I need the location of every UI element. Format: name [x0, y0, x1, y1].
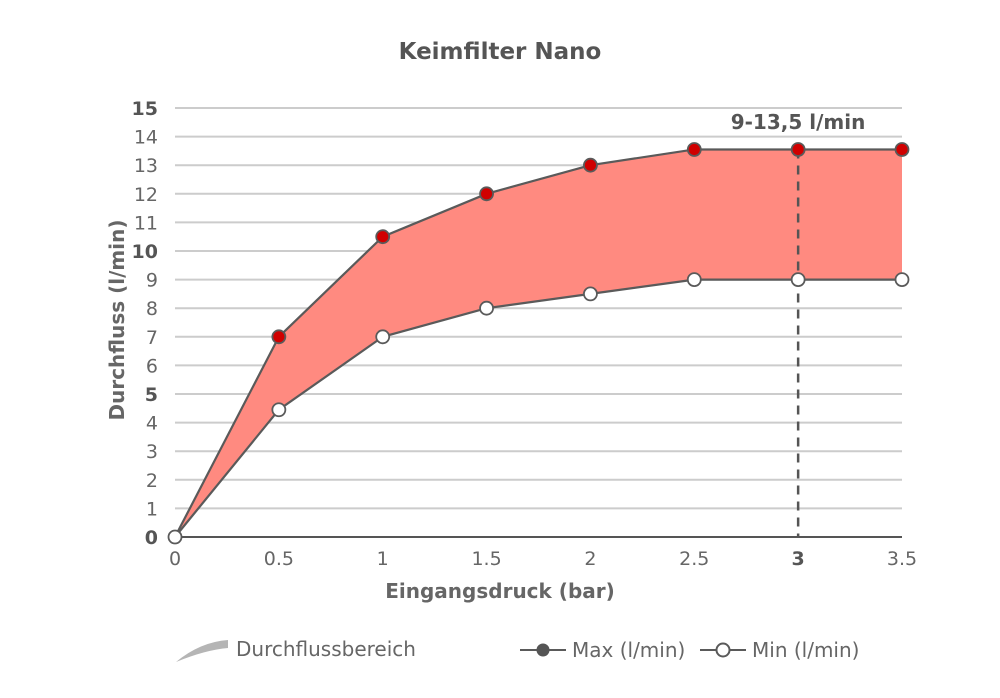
annotation-label: 9-13,5 l/min: [731, 110, 866, 134]
legend-band-swatch: [176, 640, 228, 662]
series-lines: [174, 148, 902, 538]
y-tick-label: 4: [146, 413, 158, 435]
min-point: [167, 529, 183, 545]
x-tick-label: 1: [377, 548, 389, 570]
legend-band-label: Durchflussbereich: [236, 637, 416, 661]
y-axis-label: Durchfluss (l/min): [105, 219, 129, 420]
min-series-line: [174, 278, 902, 538]
x-tick-label: 1.5: [471, 548, 501, 570]
x-tick-label: 0.5: [264, 548, 294, 570]
min-point: [479, 300, 494, 316]
x-tick-label: 2: [584, 548, 596, 570]
y-tick-label: 9: [146, 270, 158, 292]
y-tick-label: 1: [146, 498, 158, 520]
max-point: [375, 229, 391, 245]
y-tick-label: 14: [134, 127, 158, 149]
legend-min-marker: [715, 642, 731, 658]
y-tick-label: 3: [146, 441, 158, 463]
x-tick-label: 3.5: [887, 548, 917, 570]
min-point: [271, 402, 287, 418]
min-point: [686, 272, 702, 288]
max-point: [583, 157, 598, 173]
y-tick-label: 11: [134, 212, 158, 234]
min-point: [375, 329, 391, 345]
y-tick-label: 7: [146, 327, 158, 349]
y-tick-label: 10: [132, 241, 158, 263]
x-tick-labels: 0 0.5 1 1.5 2 2.5 3 3.5: [169, 548, 917, 570]
y-tick-label: 12: [134, 184, 158, 206]
max-point: [271, 329, 287, 345]
max-point: [790, 142, 806, 157]
x-tick-label: 2.5: [679, 548, 709, 570]
max-point: [894, 142, 910, 157]
min-point: [583, 286, 598, 302]
legend: Durchflussbereich Max (l/min) Min (l/min…: [176, 637, 859, 662]
legend-max-marker: [536, 643, 550, 657]
y-tick-label: 13: [134, 155, 158, 177]
y-tick-label: 5: [145, 384, 158, 406]
x-tick-label: 3: [792, 548, 805, 570]
min-point: [790, 272, 806, 288]
y-tick-label: 8: [146, 298, 158, 320]
y-tick-label: 6: [146, 355, 158, 377]
max-point: [479, 186, 494, 202]
legend-min-label: Min (l/min): [752, 638, 859, 662]
data-points: [167, 142, 910, 545]
y-tick-label: 0: [145, 527, 158, 549]
max-point: [686, 142, 702, 157]
min-point: [894, 272, 910, 288]
y-tick-label: 15: [132, 98, 158, 120]
chart-title: Keimfilter Nano: [399, 39, 602, 65]
legend-max-label: Max (l/min): [572, 638, 685, 662]
flow-range-band: [175, 149, 902, 537]
x-axis-label: Eingangsdruck (bar): [385, 579, 615, 603]
max-series-line: [174, 148, 902, 538]
x-tick-label: 0: [169, 548, 181, 570]
band-area: [175, 149, 902, 537]
y-tick-label: 2: [146, 470, 158, 492]
